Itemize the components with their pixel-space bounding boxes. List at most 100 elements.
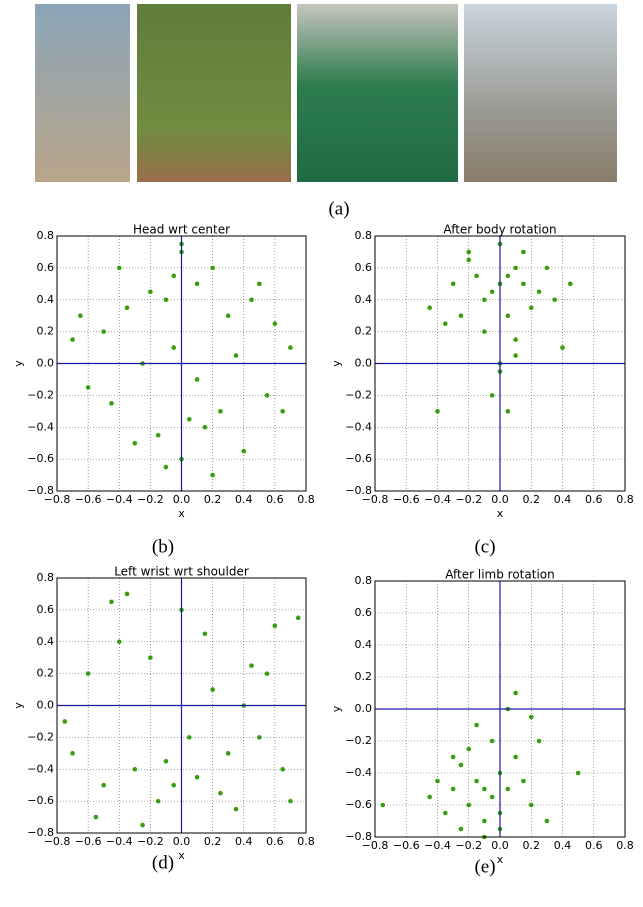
point: [257, 735, 262, 740]
point: [466, 258, 471, 263]
y-axis-label: y: [12, 360, 25, 367]
y-axis-label: y: [330, 360, 343, 367]
point: [171, 345, 176, 350]
y-tick-label: 0.0: [37, 357, 55, 370]
point: [117, 266, 122, 271]
x-tick-label: 0.0: [491, 493, 509, 506]
point: [265, 671, 270, 676]
point: [490, 393, 495, 398]
x-tick-label: 0.6: [585, 839, 603, 852]
point: [86, 671, 91, 676]
point: [288, 799, 293, 804]
point: [482, 787, 487, 792]
point: [381, 803, 386, 808]
point: [513, 691, 518, 696]
x-tick-label: 0.2: [204, 835, 222, 848]
y-tick-label: −0.8: [27, 484, 54, 497]
x-tick-label: −0.6: [393, 839, 420, 852]
point: [195, 377, 200, 382]
x-tick-label: −0.4: [424, 493, 451, 506]
x-tick-label: 0.4: [554, 839, 572, 852]
y-tick-label: 0.4: [355, 293, 373, 306]
point: [125, 305, 130, 310]
y-tick-label: 0.6: [355, 261, 373, 274]
point: [101, 783, 106, 788]
point: [241, 449, 246, 454]
point: [474, 779, 479, 784]
x-tick-label: 0.6: [585, 493, 603, 506]
y-tick-label: 0.0: [37, 699, 55, 712]
point: [521, 779, 526, 784]
point: [94, 815, 99, 820]
point: [560, 345, 565, 350]
x-tick-label: 0.4: [235, 835, 253, 848]
y-tick-label: 0.2: [37, 667, 55, 680]
point: [187, 735, 192, 740]
x-axis-label: x: [497, 507, 504, 520]
point: [513, 266, 518, 271]
caption: (d): [152, 852, 174, 873]
x-tick-label: −0.4: [424, 839, 451, 852]
x-axis-label: x: [497, 853, 504, 866]
point: [171, 783, 176, 788]
caption: (b): [152, 536, 174, 557]
point: [451, 755, 456, 760]
point: [466, 250, 471, 255]
point: [140, 823, 145, 828]
x-tick-label: 0.2: [523, 493, 541, 506]
point: [288, 345, 293, 350]
point: [148, 289, 153, 294]
point: [427, 795, 432, 800]
point: [482, 297, 487, 302]
point: [234, 353, 239, 358]
point: [451, 282, 456, 287]
point: [195, 282, 200, 287]
y-tick-label: 0.2: [37, 325, 55, 338]
point: [210, 687, 215, 692]
y-tick-label: −0.6: [345, 798, 372, 811]
x-tick-label: 0.6: [266, 493, 284, 506]
x-axis-label: x: [178, 849, 185, 862]
chart-title: After limb rotation: [445, 568, 554, 582]
x-tick-label: 0.0: [173, 835, 191, 848]
point: [296, 616, 301, 621]
y-axis-label: y: [330, 705, 343, 712]
y-tick-label: 0.4: [37, 293, 55, 306]
x-tick-label: 0.0: [173, 493, 191, 506]
point: [537, 289, 542, 294]
point: [265, 393, 270, 398]
y-tick-label: −0.8: [345, 830, 372, 843]
point: [62, 719, 67, 724]
y-tick-label: −0.6: [345, 452, 372, 465]
point: [164, 297, 169, 302]
y-tick-label: 0.0: [355, 702, 373, 715]
point: [466, 747, 471, 752]
y-tick-label: −0.2: [27, 388, 54, 401]
point: [513, 755, 518, 760]
point: [187, 417, 192, 422]
point: [203, 631, 208, 636]
point: [459, 763, 464, 768]
y-tick-label: 0.4: [355, 638, 373, 651]
point: [529, 305, 534, 310]
x-tick-label: −0.2: [455, 493, 482, 506]
point: [459, 313, 464, 318]
point: [203, 425, 208, 430]
point: [125, 592, 130, 597]
point: [506, 787, 511, 792]
y-tick-label: 0.8: [37, 229, 55, 242]
point: [218, 409, 223, 414]
y-tick-label: −0.8: [345, 484, 372, 497]
x-tick-label: 0.6: [266, 835, 284, 848]
point: [506, 274, 511, 279]
point: [164, 759, 169, 764]
point: [513, 337, 518, 342]
point: [545, 266, 550, 271]
point: [568, 282, 573, 287]
point: [435, 779, 440, 784]
point: [466, 803, 471, 808]
point: [521, 282, 526, 287]
x-tick-label: −0.6: [75, 835, 102, 848]
x-tick-label: 0.4: [235, 493, 253, 506]
caption: (c): [474, 536, 495, 557]
